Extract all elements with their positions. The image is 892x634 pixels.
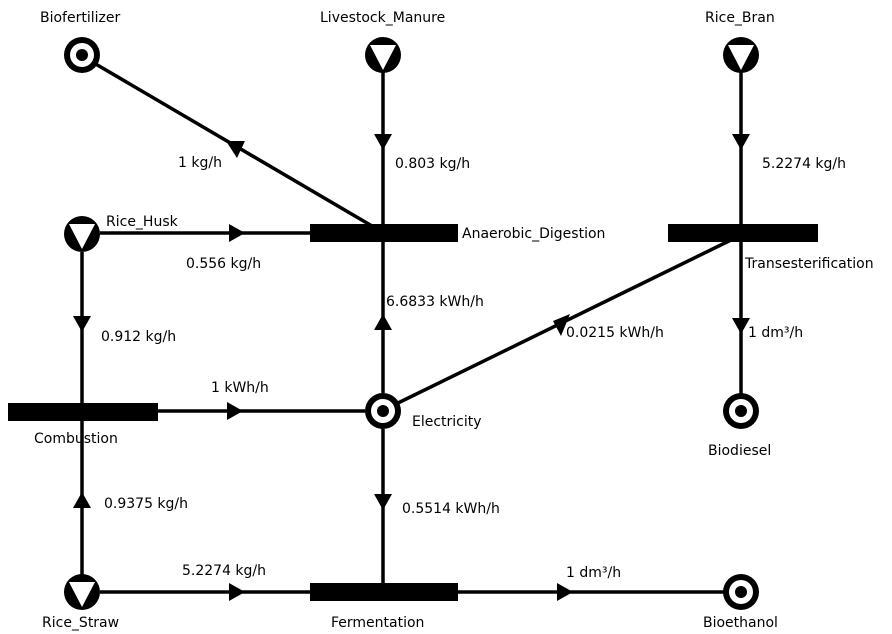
arrow-bran-trans bbox=[732, 134, 750, 150]
edge-label-bran-trans: 5.2274 kg/h bbox=[762, 156, 846, 172]
anaerobic-digestion-label: Anaerobic_Digestion bbox=[462, 226, 605, 242]
node-bioethanol: Bioethanol bbox=[703, 574, 778, 631]
arrow-elec-trans bbox=[553, 314, 570, 336]
arrow-comb-elec bbox=[227, 402, 243, 420]
unit-combustion: Combustion bbox=[8, 403, 158, 447]
edge-husk-comb: 0.912 kg/h bbox=[73, 252, 176, 404]
arrow-trans-biodiesel bbox=[732, 318, 750, 334]
node-rice-husk: Rice_Husk bbox=[64, 214, 179, 252]
node-livestock-manure: Livestock_Manure bbox=[320, 10, 445, 73]
unit-transesterification: Transesterification bbox=[668, 224, 874, 272]
biodiesel-label: Biodiesel bbox=[708, 443, 771, 459]
node-biodiesel: Biodiesel bbox=[708, 393, 771, 459]
edge-straw-comb: 0.9375 kg/h bbox=[73, 418, 188, 576]
transesterification-bar bbox=[668, 224, 818, 242]
products: Biofertilizer Electricity Biodiesel Bioe… bbox=[40, 10, 778, 631]
edge-husk-ad: 0.556 kg/h bbox=[100, 224, 310, 272]
edge-label-trans-biodiesel: 1 dm³/h bbox=[748, 325, 803, 341]
rice-husk-label: Rice_Husk bbox=[106, 214, 179, 230]
edge-trans-biodiesel: 1 dm³/h bbox=[732, 240, 803, 396]
arrow-manure-ad bbox=[374, 134, 392, 150]
edges: 1 kg/h 0.803 kg/h 5.2274 kg/h 0.556 kg/h… bbox=[73, 54, 846, 601]
edge-ferm-bioethanol: 1 dm³/h bbox=[458, 565, 724, 601]
arrow-straw-ferm bbox=[229, 583, 245, 601]
edge-comb-elec: 1 kWh/h bbox=[157, 380, 365, 420]
edge-manure-ad: 0.803 kg/h bbox=[374, 70, 470, 226]
node-biofertilizer: Biofertilizer bbox=[40, 10, 120, 73]
edge-label-ad-biofertilizer: 1 kg/h bbox=[178, 155, 222, 171]
node-rice-straw: Rice_Straw bbox=[42, 574, 119, 631]
bioethanol-label: Bioethanol bbox=[703, 615, 778, 631]
biofertilizer-label: Biofertilizer bbox=[40, 10, 120, 26]
arrow-elec-ad bbox=[374, 314, 392, 330]
edge-label-straw-ferm: 5.2274 kg/h bbox=[182, 563, 266, 579]
combustion-bar bbox=[8, 403, 158, 421]
electricity-label: Electricity bbox=[412, 414, 482, 430]
node-electricity: Electricity bbox=[365, 393, 482, 430]
node-rice-bran: Rice_Bran bbox=[705, 10, 775, 73]
arrow-ferm-bioethanol bbox=[557, 583, 573, 601]
transesterification-label: Transesterification bbox=[744, 256, 874, 272]
edge-label-elec-ferm: 0.5514 kWh/h bbox=[402, 501, 500, 517]
unit-fermentation: Fermentation bbox=[310, 583, 458, 631]
edge-label-manure-ad: 0.803 kg/h bbox=[395, 156, 470, 172]
edge-label-comb-elec: 1 kWh/h bbox=[211, 380, 269, 396]
edge-straw-ferm: 5.2274 kg/h bbox=[100, 563, 310, 601]
arrow-straw-comb bbox=[73, 492, 91, 508]
edge-label-husk-ad: 0.556 kg/h bbox=[186, 256, 261, 272]
edge-elec-trans: 0.0215 kWh/h bbox=[397, 238, 732, 405]
unit-anaerobic-digestion: Anaerobic_Digestion bbox=[310, 224, 605, 242]
edge-bran-trans: 5.2274 kg/h bbox=[732, 70, 846, 226]
edge-elec-ferm: 0.5514 kWh/h bbox=[374, 429, 500, 584]
arrow-elec-ferm bbox=[374, 494, 392, 510]
operating-units: Anaerobic_Digestion Transesterification … bbox=[8, 224, 874, 631]
fermentation-label: Fermentation bbox=[331, 615, 424, 631]
anaerobic-digestion-bar bbox=[310, 224, 458, 242]
edge-label-straw-comb: 0.9375 kg/h bbox=[104, 496, 188, 512]
livestock-manure-label: Livestock_Manure bbox=[320, 10, 445, 26]
edge-ad-biofertilizer: 1 kg/h bbox=[81, 54, 373, 228]
combustion-label: Combustion bbox=[34, 431, 118, 447]
rice-bran-label: Rice_Bran bbox=[705, 10, 775, 26]
rice-straw-label: Rice_Straw bbox=[42, 615, 119, 631]
arrow-ad-biofertilizer bbox=[226, 141, 245, 158]
edge-label-ferm-bioethanol: 1 dm³/h bbox=[566, 565, 621, 581]
edge-elec-ad: 6.6833 kWh/h bbox=[374, 240, 484, 393]
edge-label-elec-ad: 6.6833 kWh/h bbox=[386, 294, 484, 310]
fermentation-bar bbox=[310, 583, 458, 601]
arrow-husk-comb bbox=[73, 316, 91, 332]
edge-label-elec-trans: 0.0215 kWh/h bbox=[566, 325, 664, 341]
arrow-husk-ad bbox=[229, 224, 245, 242]
raw-materials: Livestock_Manure Rice_Bran Rice_Husk Ric… bbox=[42, 10, 775, 631]
edge-label-husk-comb: 0.912 kg/h bbox=[101, 329, 176, 345]
